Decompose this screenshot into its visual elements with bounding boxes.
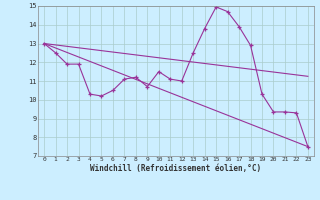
X-axis label: Windchill (Refroidissement éolien,°C): Windchill (Refroidissement éolien,°C) (91, 164, 261, 173)
